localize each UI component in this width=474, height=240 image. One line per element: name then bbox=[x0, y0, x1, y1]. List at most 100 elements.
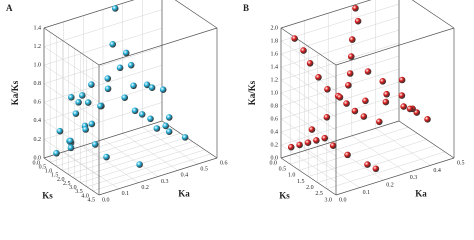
grid-line bbox=[280, 68, 400, 107]
grid-line bbox=[280, 29, 400, 68]
x-tick-label: 0.0 bbox=[33, 160, 41, 166]
box-edge bbox=[43, 27, 100, 66]
point bbox=[136, 161, 143, 168]
x-tick-label: 1.5 bbox=[297, 179, 305, 185]
point bbox=[400, 103, 407, 110]
x-tick-label: 1.5 bbox=[51, 173, 59, 179]
y-tick-label: 0.1 bbox=[122, 191, 129, 197]
x-tick-label: 1.0 bbox=[288, 173, 296, 179]
point bbox=[291, 35, 298, 42]
point bbox=[109, 41, 117, 48]
grid-line bbox=[43, 64, 100, 103]
panel-label: A bbox=[6, 3, 13, 13]
z-tick-label: 1.0 bbox=[34, 63, 42, 69]
point bbox=[103, 153, 110, 161]
point bbox=[116, 64, 124, 72]
point bbox=[383, 90, 390, 98]
y-tick-label: 0.3 bbox=[161, 179, 169, 185]
z-tick-label: 1.0 bbox=[271, 90, 279, 96]
y-axis-title: Ka bbox=[178, 189, 190, 199]
z-tick-label: 2.0 bbox=[271, 25, 279, 31]
point bbox=[181, 134, 189, 141]
grid-line bbox=[317, 145, 436, 183]
z-tick-label: 0.8 bbox=[271, 103, 279, 109]
point bbox=[300, 47, 307, 54]
grid-line bbox=[43, 83, 100, 121]
grid-line bbox=[375, 128, 431, 166]
grid-line bbox=[63, 151, 119, 190]
x-tick-label: 4.0 bbox=[81, 193, 89, 199]
z-axis-title: Ka/Ks bbox=[247, 80, 257, 105]
point bbox=[147, 115, 154, 123]
x-tick-label: 0.0 bbox=[270, 160, 278, 166]
point bbox=[97, 102, 104, 110]
point bbox=[343, 100, 350, 107]
y-tick-label: 0.5 bbox=[457, 160, 465, 166]
box-edge bbox=[43, 157, 100, 196]
point bbox=[91, 141, 99, 148]
y-tick-label: 0.4 bbox=[181, 173, 189, 179]
y-axis-title: Ka bbox=[415, 189, 427, 199]
z-tick-label: 0.6 bbox=[271, 116, 279, 122]
point bbox=[165, 114, 173, 121]
point bbox=[329, 142, 337, 149]
y-tick-label: 0.3 bbox=[410, 175, 418, 181]
z-tick-label: 1.6 bbox=[271, 51, 279, 57]
figure: 0.00.20.40.60.81.01.21.40.00.51.01.52.02… bbox=[6, 0, 465, 203]
panel-label: B bbox=[243, 3, 249, 13]
grid-line bbox=[280, 42, 400, 81]
z-tick-label: 1.8 bbox=[271, 38, 279, 44]
point bbox=[304, 139, 312, 146]
point bbox=[88, 120, 96, 128]
z-tick-label: 1.2 bbox=[34, 44, 42, 50]
x-tick-label: 2.0 bbox=[306, 185, 314, 191]
box-edge bbox=[98, 157, 218, 196]
point bbox=[104, 75, 112, 82]
point bbox=[406, 105, 414, 113]
grid-line bbox=[43, 46, 100, 84]
point bbox=[82, 126, 89, 133]
y-tick-label: 0.4 bbox=[433, 168, 441, 174]
box-edge bbox=[280, 0, 372, 29]
grid-line bbox=[351, 135, 407, 174]
point bbox=[67, 144, 75, 152]
z-tick-label: 0.2 bbox=[34, 137, 42, 143]
box-edge bbox=[98, 27, 218, 66]
grid-line bbox=[328, 142, 384, 181]
point bbox=[131, 107, 139, 115]
x-tick-label: 3.0 bbox=[69, 185, 77, 191]
y-tick-label: 0.0 bbox=[102, 197, 110, 203]
point bbox=[345, 81, 352, 89]
z-tick-label: 0.0 bbox=[34, 155, 42, 161]
point bbox=[315, 73, 322, 81]
point bbox=[84, 99, 92, 106]
point bbox=[122, 49, 130, 57]
grid-line bbox=[122, 133, 178, 171]
box-edge bbox=[174, 0, 218, 29]
grid-line bbox=[43, 139, 100, 177]
box-edge bbox=[398, 120, 455, 159]
point bbox=[75, 98, 82, 106]
point bbox=[130, 82, 137, 90]
point bbox=[349, 36, 356, 43]
point bbox=[364, 161, 371, 168]
grid-line bbox=[280, 16, 400, 55]
point bbox=[346, 70, 354, 77]
point bbox=[56, 127, 64, 135]
point bbox=[376, 118, 383, 126]
y-tick-label: 0.6 bbox=[220, 160, 228, 166]
point bbox=[165, 128, 173, 136]
z-tick-label: 0.2 bbox=[271, 142, 279, 148]
y-tick-label: 0.5 bbox=[200, 167, 208, 173]
point bbox=[306, 60, 314, 67]
point bbox=[354, 17, 362, 25]
z-axis-title: Ka/Ks bbox=[10, 80, 20, 105]
point bbox=[53, 149, 60, 157]
point bbox=[296, 141, 303, 149]
box-edge bbox=[280, 27, 337, 66]
point bbox=[111, 5, 119, 12]
box-edge bbox=[335, 27, 455, 66]
point bbox=[308, 126, 316, 133]
x-tick-label: 0.5 bbox=[39, 164, 47, 170]
grid-line bbox=[326, 151, 445, 190]
